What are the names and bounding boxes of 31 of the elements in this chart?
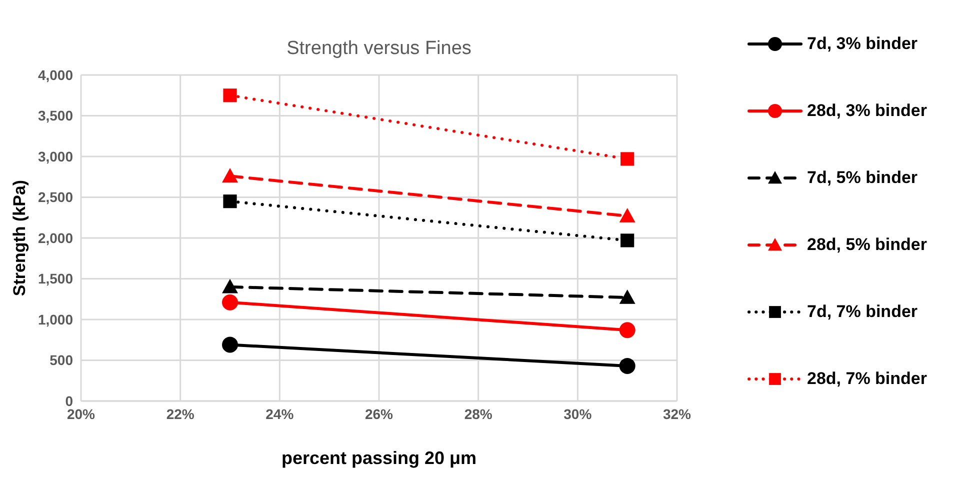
x-tick-label: 26% [364,406,394,422]
x-tick-label: 32% [662,406,692,422]
chart-title: Strength versus Fines [286,38,472,60]
point [620,234,634,248]
legend-label: 7d, 7% binder [807,302,918,322]
legend-label: 7d, 3% binder [807,34,918,54]
point [223,194,237,208]
y-tick-label: 500 [50,352,74,368]
y-tick-label: 2,000 [38,230,74,246]
point [619,358,636,374]
y-tick-label: 1,000 [38,311,74,328]
legend-label: 28d, 5% binder [807,234,927,254]
x-tick-label: 28% [464,406,493,422]
y-tick-label: 3,500 [38,108,74,124]
point [222,294,238,310]
y-tick-label: 2,500 [38,189,74,206]
y-tick-label: 3,000 [38,148,74,164]
legend-label: 28d, 7% binder [807,368,927,388]
point [620,152,634,166]
x-tick-label: 24% [266,406,294,422]
point [223,88,237,102]
legend-label: 28d, 3% binder [807,100,927,120]
point [619,322,636,338]
legend-label: 7d, 5% binder [807,168,918,188]
point [222,336,238,353]
y-axis-title: Strength (kPa) [10,180,30,296]
x-tick-label: 30% [564,406,592,422]
x-tick-label: 22% [166,406,195,422]
y-tick-label: 4,000 [38,66,74,83]
y-tick-label: 1,500 [38,270,74,287]
x-axis-title: percent passing 20 μm [281,448,477,468]
